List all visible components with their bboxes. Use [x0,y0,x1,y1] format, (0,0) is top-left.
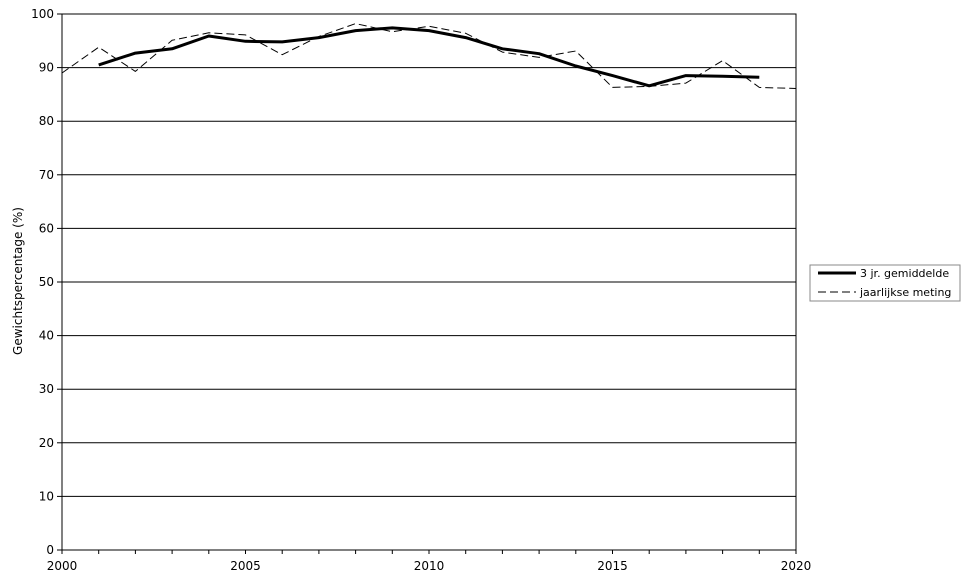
legend-box [809,264,961,302]
legend: 3 jr. gemiddelde jaarlijkse meting [809,264,961,302]
y-axis-title: Gewichtspercentage (%) [11,207,25,355]
y-tick-label-70: 70 [39,168,54,182]
x-tick-label-2000: 2000 [47,559,78,573]
y-tick-label-90: 90 [39,61,54,75]
x-tick-label-2005: 2005 [230,559,261,573]
grid-lines [62,67,796,497]
series-line-jaarlijkse-meting [61,23,797,89]
x-tick-label-2010: 2010 [414,559,445,573]
legend-label-3jr-gemiddelde: 3 jr. gemiddelde [860,267,949,280]
y-tick-label-20: 20 [39,436,54,450]
x-tick-label-2015: 2015 [597,559,628,573]
x-axis: 2000 2005 2010 2015 2020 [47,550,812,573]
y-tick-label-50: 50 [39,275,54,289]
y-tick-label-30: 30 [39,382,54,396]
y-tick-label-100: 100 [31,7,54,21]
legend-label-jaarlijkse-meting: jaarlijkse meting [859,286,951,299]
y-tick-label-40: 40 [39,329,54,343]
series-line-3jr-gemiddelde [98,26,760,88]
series-lines [61,23,797,89]
y-tick-label-80: 80 [39,114,54,128]
y-tick-label-0: 0 [46,543,54,557]
y-tick-label-60: 60 [39,221,54,235]
x-tick-label-2020: 2020 [781,559,812,573]
y-tick-label-10: 10 [39,489,54,503]
y-axis: 0 10 20 30 40 50 60 70 80 90 100 [31,7,62,557]
